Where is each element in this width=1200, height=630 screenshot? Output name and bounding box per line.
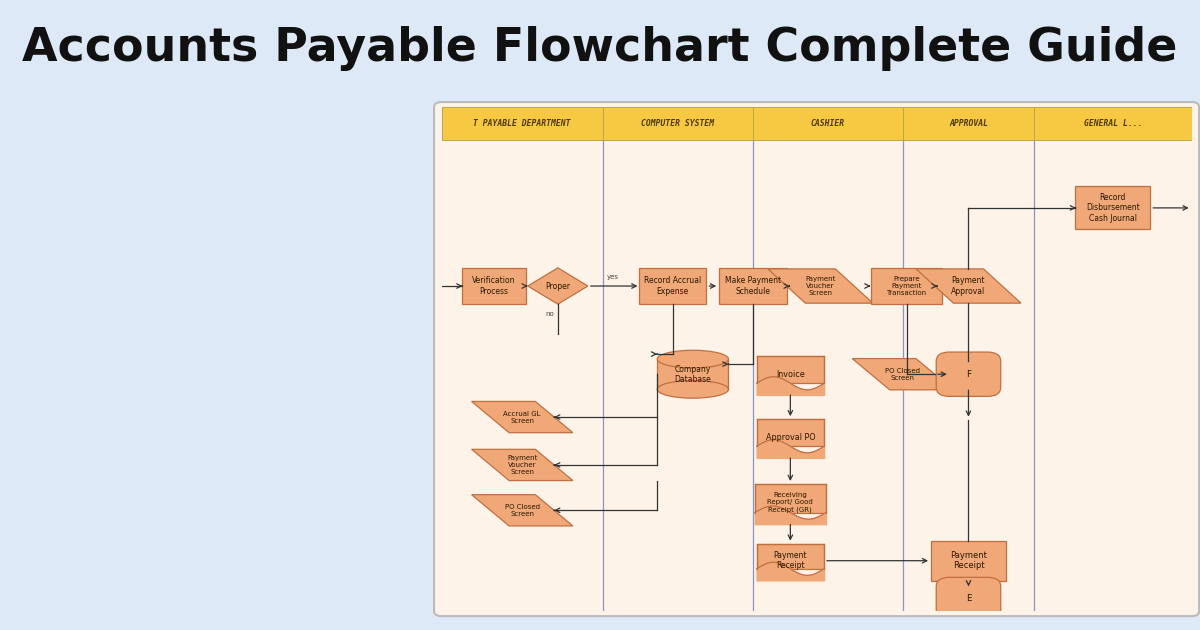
- Polygon shape: [472, 401, 572, 433]
- Polygon shape: [528, 268, 588, 304]
- Text: Company
Database: Company Database: [674, 365, 712, 384]
- Text: T PAYABLE DEPARTMENT: T PAYABLE DEPARTMENT: [474, 119, 571, 128]
- Polygon shape: [472, 495, 572, 526]
- FancyBboxPatch shape: [1034, 107, 1192, 140]
- Text: F: F: [966, 370, 971, 379]
- Text: CASHIER: CASHIER: [811, 119, 845, 128]
- Text: Record
Disbursement
Cash Journal: Record Disbursement Cash Journal: [1086, 193, 1140, 223]
- Text: Prepare
Payment
Transaction: Prepare Payment Transaction: [887, 276, 926, 296]
- FancyBboxPatch shape: [902, 107, 1034, 140]
- FancyBboxPatch shape: [757, 544, 824, 569]
- Text: yes: yes: [606, 274, 619, 280]
- FancyBboxPatch shape: [434, 102, 1199, 616]
- Text: PO Closed
Screen: PO Closed Screen: [886, 368, 920, 381]
- Ellipse shape: [658, 350, 728, 368]
- Polygon shape: [768, 269, 872, 303]
- Text: E: E: [966, 594, 971, 603]
- FancyBboxPatch shape: [752, 107, 902, 140]
- FancyBboxPatch shape: [936, 577, 1001, 620]
- Text: APPROVAL: APPROVAL: [949, 119, 988, 128]
- Text: no: no: [545, 311, 554, 318]
- FancyBboxPatch shape: [658, 359, 728, 389]
- FancyBboxPatch shape: [602, 107, 752, 140]
- Text: Approval PO: Approval PO: [766, 433, 815, 442]
- Polygon shape: [916, 269, 1021, 303]
- FancyBboxPatch shape: [1075, 186, 1151, 229]
- Text: Accounts Payable Flowchart Complete Guide: Accounts Payable Flowchart Complete Guid…: [23, 26, 1177, 71]
- Text: Accrual GL
Screen: Accrual GL Screen: [504, 411, 541, 423]
- Text: Make Payment
Schedule: Make Payment Schedule: [725, 277, 781, 295]
- Polygon shape: [472, 449, 572, 481]
- Text: Payment
Voucher
Screen: Payment Voucher Screen: [508, 455, 538, 475]
- Text: Payment
Receipt: Payment Receipt: [774, 551, 808, 570]
- Text: Invoice: Invoice: [776, 370, 805, 379]
- Ellipse shape: [658, 381, 728, 398]
- FancyBboxPatch shape: [442, 107, 602, 140]
- Text: Payment
Approval: Payment Approval: [952, 277, 985, 295]
- Text: Verification
Process: Verification Process: [473, 277, 516, 295]
- Text: Payment
Receipt: Payment Receipt: [950, 551, 986, 570]
- FancyBboxPatch shape: [757, 419, 824, 446]
- FancyBboxPatch shape: [757, 356, 824, 383]
- FancyBboxPatch shape: [755, 484, 826, 513]
- Text: Proper: Proper: [545, 282, 570, 290]
- FancyBboxPatch shape: [871, 268, 942, 304]
- FancyBboxPatch shape: [931, 541, 1006, 581]
- FancyBboxPatch shape: [638, 268, 707, 304]
- FancyBboxPatch shape: [719, 268, 787, 304]
- FancyBboxPatch shape: [936, 352, 1001, 396]
- Text: PO Closed
Screen: PO Closed Screen: [505, 504, 540, 517]
- FancyBboxPatch shape: [462, 268, 526, 304]
- Text: COMPUTER SYSTEM: COMPUTER SYSTEM: [641, 119, 714, 128]
- Text: Payment
Voucher
Screen: Payment Voucher Screen: [805, 276, 835, 296]
- Polygon shape: [852, 358, 954, 390]
- Text: Receiving
Report/ Good
Receipt (GR): Receiving Report/ Good Receipt (GR): [768, 493, 814, 513]
- Text: GENERAL L...: GENERAL L...: [1084, 119, 1142, 128]
- Text: Record Accrual
Expense: Record Accrual Expense: [644, 277, 701, 295]
